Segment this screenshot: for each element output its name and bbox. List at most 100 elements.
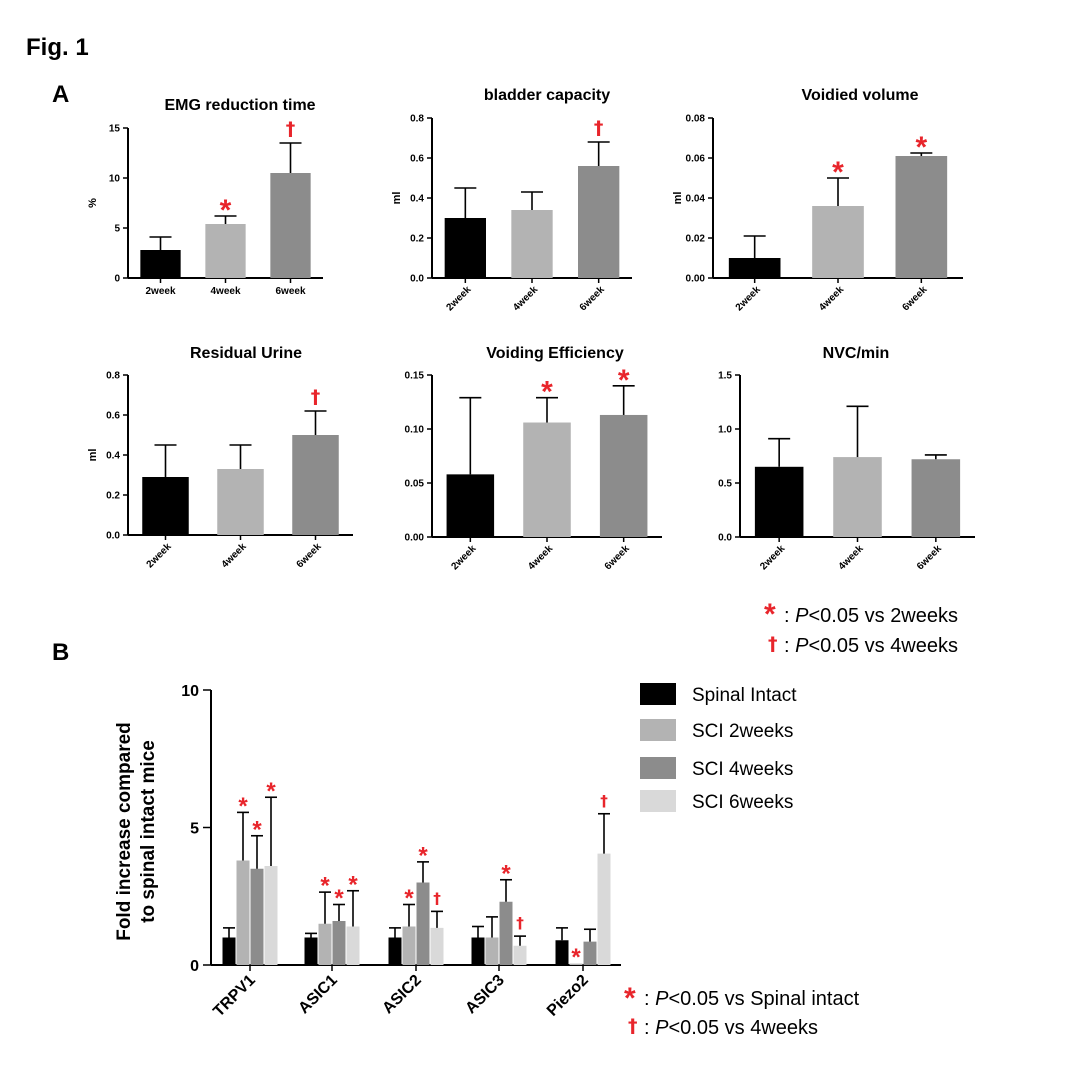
note-star-symbol: * [764,598,776,631]
significance-mark: * [404,885,414,912]
y-tick-label: 0.4 [106,451,120,462]
legend-swatch [640,683,676,705]
significance-mark: * [418,842,428,869]
significance-mark: * [266,778,276,805]
category-label: 2week [444,284,473,313]
chart-title: EMG reduction time [164,97,315,114]
category-label: 4week [837,543,866,572]
bar [236,860,250,965]
note-b-dagger-text: : P<0.05 vs 4weeks [644,1017,818,1039]
group-ASIC3: * † ASIC3 [462,860,527,1017]
y-tick-label: 0.06 [686,154,706,165]
legend-item: SCI 2weeks [640,719,793,742]
category-label: 2week [758,543,787,572]
grouped-bar-chart: 0 5 10 Fold increase compared to spinal inta… [114,683,621,1020]
bar [555,940,569,965]
category-label: 4week [817,284,846,313]
category-label: 6week [900,284,929,313]
category-label: TRPV1 [210,972,259,1021]
panel-b-label: B [52,639,69,666]
significance-mark: * [334,885,344,912]
category-label: 2week [145,286,175,297]
significance-mark: * [541,376,553,409]
chart-title: Residual Urine [190,345,302,362]
bar [217,469,264,535]
legend-item: Spinal Intact [640,683,797,706]
group-ASIC2: ** † ASIC2 [379,842,444,1017]
bar [513,945,527,965]
significance-mark: † [594,117,604,139]
y-tick-label: 5 [190,821,199,838]
bar [599,414,648,537]
y-tick-label: 0.0 [106,531,120,542]
bar [499,901,513,965]
category-label: 4week [210,286,240,297]
legend-label: SCI 2weeks [692,721,793,742]
significance-mark: † [433,889,441,907]
legend: Spinal Intact SCI 2weeks SCI 4weeks SCI 6we… [640,683,797,813]
category-label: 6week [603,543,632,572]
y-tick-label: 0.5 [718,479,732,490]
bar [318,923,332,965]
panel-a-charts: EMG reduction time 0 5 10 15% 2week * 4week † 6we… [87,87,975,572]
significance-mark: † [311,386,321,408]
bar [833,457,882,537]
y-axis-label: ml [391,192,403,205]
legend-label: SCI 6weeks [692,792,793,813]
y-tick-label: 10 [181,683,199,700]
note-dagger-text: : P<0.05 vs 4weeks [784,635,958,657]
bar [264,866,278,965]
y-axis-label: ml [87,449,99,462]
significance-mark: * [320,873,330,900]
y-axis-label-line: to spinal intact mice [138,740,159,923]
bar [446,474,495,537]
legend-label: SCI 4weeks [692,759,793,780]
category-label: 6week [295,541,324,570]
bar [140,250,181,278]
y-tick-label: 0.02 [686,234,706,245]
group-ASIC1: * **ASIC1 [295,871,360,1017]
bar [895,156,948,278]
legend-swatch [640,790,676,812]
bar [430,927,444,965]
category-label: 6week [275,286,305,297]
y-tick-label: 0 [114,274,120,285]
y-tick-label: 0.2 [410,234,424,245]
bar [485,937,499,965]
note-dagger-symbol: † [768,633,778,655]
note-b-star-text: : P<0.05 vs Spinal intact [644,988,860,1010]
chart-title: NVC/min [823,345,890,362]
y-tick-label: 0.4 [410,194,424,205]
chart-3: Voidied volume 0.00 0.02 0.04 0.06 0.08 ml 2wee… [672,87,963,313]
legend-swatch [640,757,676,779]
significance-mark: † [286,118,296,140]
category-label: 4week [220,541,249,570]
category-label: ASIC1 [295,972,340,1017]
significance-mark: * [832,156,844,189]
category-label: 6week [915,543,944,572]
legend-swatch [640,719,676,741]
y-tick-label: 0.04 [686,194,706,205]
bar [583,941,597,965]
bar [304,937,318,965]
y-axis-label: Fold increase compared to spinal intact m… [114,722,159,941]
figure-title: Fig. 1 [26,34,89,61]
category-label: 2week [734,284,763,313]
bar [728,258,781,278]
significance-mark: † [600,792,608,810]
chart-5: Voiding Efficiency 0.00 0.05 0.10 0.15 2week *… [405,345,662,572]
y-axis-label-line: Fold increase compared [114,722,135,941]
significance-mark: * [915,131,927,164]
bar [523,422,571,537]
chart-title: Voiding Efficiency [486,345,624,362]
y-tick-label: 0.0 [410,274,424,285]
bar [578,166,620,278]
y-tick-label: 10 [109,174,121,185]
category-label: 4week [526,543,555,572]
category-label: 2week [145,541,174,570]
panel-b-notes: * : P<0.05 vs Spinal intact † : P<0.05 v… [624,982,860,1039]
legend-item: SCI 6weeks [640,790,793,813]
y-tick-label: 0 [190,958,199,975]
bar [142,477,189,535]
category-label: 2week [449,543,478,572]
